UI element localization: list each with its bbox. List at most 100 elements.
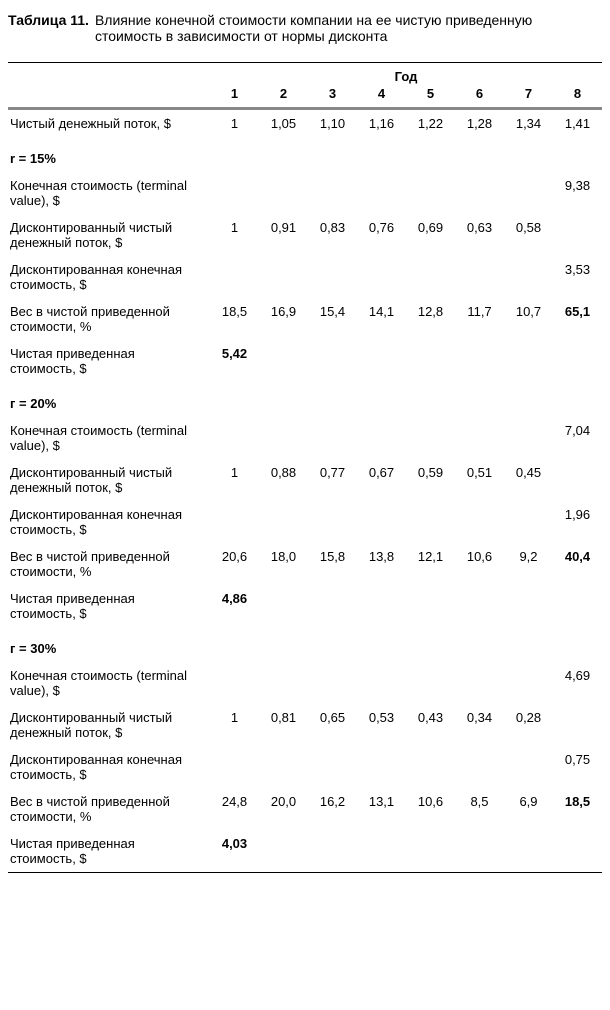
cell: 1,41 [553, 109, 602, 138]
cell [259, 501, 308, 543]
cell [308, 340, 357, 382]
cell [210, 501, 259, 543]
cell [357, 340, 406, 382]
cell: 0,59 [406, 459, 455, 501]
row-label: Чистая приведенная стоимость, $ [8, 830, 210, 873]
cell: 1 [210, 109, 259, 138]
cell [406, 256, 455, 298]
section-header: г = 20% [8, 382, 602, 417]
cell [357, 662, 406, 704]
cell: 10,6 [455, 543, 504, 585]
cell: 0,67 [357, 459, 406, 501]
cell [504, 585, 553, 627]
cell [308, 172, 357, 214]
table-row: Дисконтированная конечная стоимость, $ 1… [8, 501, 602, 543]
cell [259, 830, 308, 873]
cell: 0,65 [308, 704, 357, 746]
table-row: Вес в чистой приведенной стоимости, % 20… [8, 543, 602, 585]
cell: 4,03 [210, 830, 259, 873]
cell: 0,58 [504, 214, 553, 256]
cell [308, 830, 357, 873]
cell [259, 746, 308, 788]
cell [455, 172, 504, 214]
cell: 18,5 [553, 788, 602, 830]
cell: 0,88 [259, 459, 308, 501]
table-row: Дисконтированный чистый денежный поток, … [8, 214, 602, 256]
col-header: 3 [308, 84, 357, 109]
cell [455, 501, 504, 543]
cell [357, 501, 406, 543]
table-row: Дисконтированный чистый денежный поток, … [8, 704, 602, 746]
cell: 15,8 [308, 543, 357, 585]
title-text: Влияние конечной стоимости компании на е… [95, 12, 602, 44]
table-row: Конечная стоимость (terminal value), $ 9… [8, 172, 602, 214]
cell: 7,04 [553, 417, 602, 459]
cell [210, 662, 259, 704]
table-title: Таблица 11. Влияние конечной стоимости к… [8, 12, 602, 44]
table-row: Конечная стоимость (terminal value), $ 7… [8, 417, 602, 459]
row-label: Чистая приведенная стоимость, $ [8, 585, 210, 627]
cell: 0,51 [455, 459, 504, 501]
cell: 0,81 [259, 704, 308, 746]
cell: 65,1 [553, 298, 602, 340]
section-header: г = 30% [8, 627, 602, 662]
cell: 14,1 [357, 298, 406, 340]
cell: 0,77 [308, 459, 357, 501]
cell: 0,45 [504, 459, 553, 501]
cell [553, 214, 602, 256]
table-row: Дисконтированная конечная стоимость, $ 3… [8, 256, 602, 298]
table-row: Чистая приведенная стоимость, $ 4,86 [8, 585, 602, 627]
cell: 0,28 [504, 704, 553, 746]
cell: 3,53 [553, 256, 602, 298]
title-label: Таблица 11. [8, 12, 89, 28]
cell [504, 746, 553, 788]
cell: 1 [210, 459, 259, 501]
cell [553, 585, 602, 627]
cell [553, 340, 602, 382]
section-header-row: r = 15% [8, 137, 602, 172]
cell: 1,16 [357, 109, 406, 138]
cell: 40,4 [553, 543, 602, 585]
cell [357, 172, 406, 214]
column-header-row: 1 2 3 4 5 6 7 8 [8, 84, 602, 109]
section-header-row: г = 20% [8, 382, 602, 417]
col-header: 6 [455, 84, 504, 109]
cell: 20,6 [210, 543, 259, 585]
cell [357, 256, 406, 298]
cell [259, 585, 308, 627]
cell [308, 501, 357, 543]
col-header: 1 [210, 84, 259, 109]
cell: 20,0 [259, 788, 308, 830]
col-header: 2 [259, 84, 308, 109]
row-label: Дисконтированный чистый денежный поток, … [8, 214, 210, 256]
cell [553, 459, 602, 501]
cell: 0,63 [455, 214, 504, 256]
cell [308, 417, 357, 459]
row-label: Дисконтированный чистый денежный поток, … [8, 704, 210, 746]
row-label: Дисконтированная конечная стоимость, $ [8, 501, 210, 543]
cell: 0,53 [357, 704, 406, 746]
cell [455, 585, 504, 627]
cell: 1,05 [259, 109, 308, 138]
cell: 9,2 [504, 543, 553, 585]
row-label: Конечная стоимость (terminal value), $ [8, 417, 210, 459]
data-table: Год 1 2 3 4 5 6 7 8 Чистый денежный пото… [8, 62, 602, 873]
row-label: Дисконтированная конечная стоимость, $ [8, 256, 210, 298]
table-row: Чистая приведенная стоимость, $ 5,42 [8, 340, 602, 382]
cell [406, 340, 455, 382]
cell [259, 662, 308, 704]
cell: 9,38 [553, 172, 602, 214]
cell: 0,76 [357, 214, 406, 256]
cell [504, 417, 553, 459]
cell: 10,6 [406, 788, 455, 830]
cell [210, 256, 259, 298]
col-header: 5 [406, 84, 455, 109]
row-label: Конечная стоимость (terminal value), $ [8, 172, 210, 214]
cell: 0,69 [406, 214, 455, 256]
table-row: Чистая приведенная стоимость, $ 4,03 [8, 830, 602, 873]
cell: 13,1 [357, 788, 406, 830]
cell: 11,7 [455, 298, 504, 340]
cell: 13,8 [357, 543, 406, 585]
section-header: r = 15% [8, 137, 602, 172]
cell [210, 417, 259, 459]
